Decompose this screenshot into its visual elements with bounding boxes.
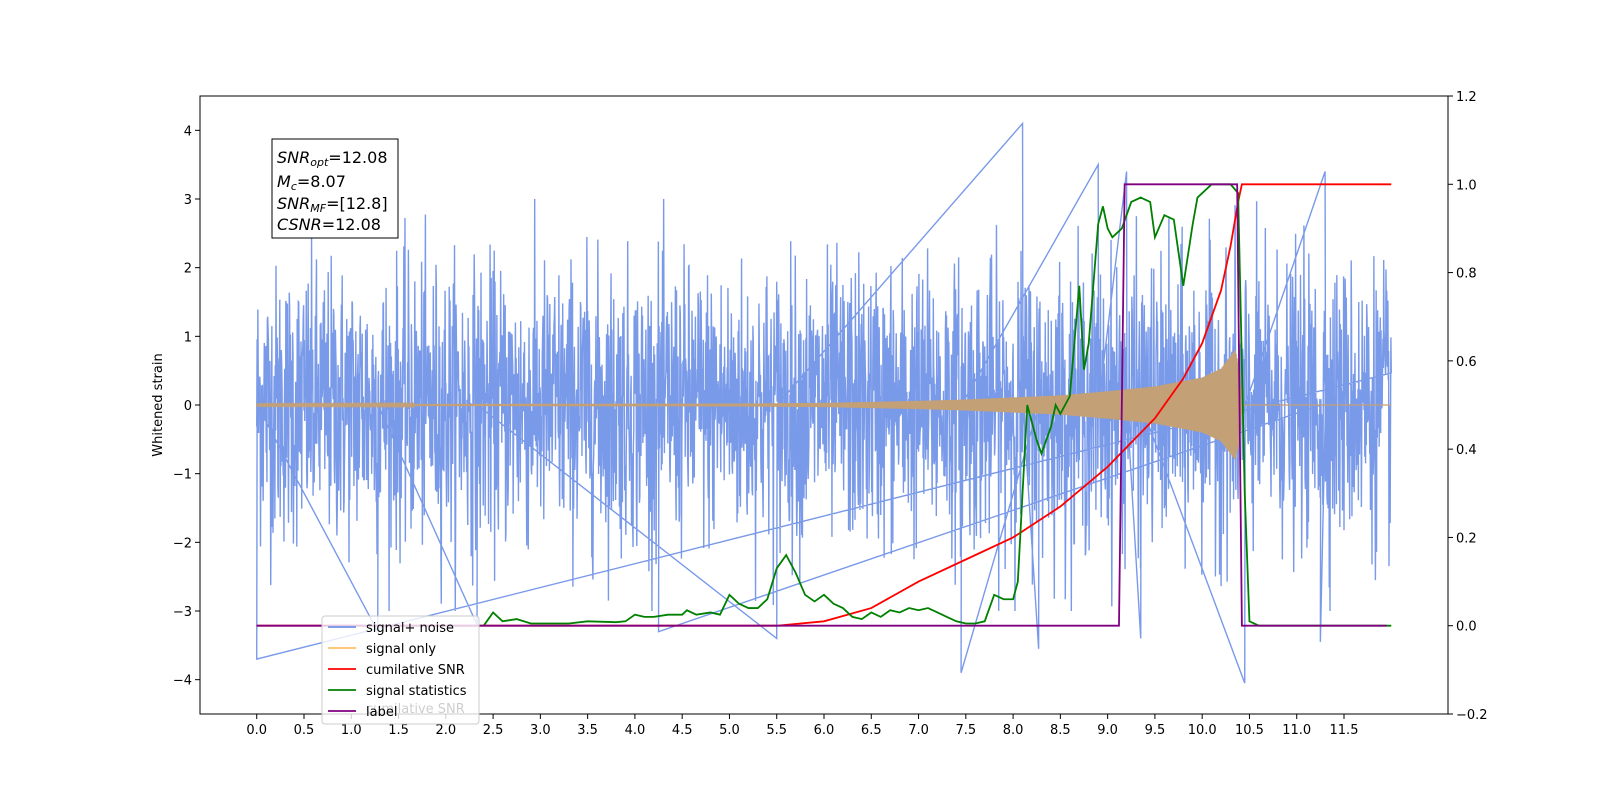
annotation-frame [271, 138, 399, 239]
x-tick-label: 11.5 [1330, 723, 1359, 738]
x-tick-label: 5.0 [719, 723, 740, 738]
annotation-snr-opt: SNRopt=12.08 [277, 148, 388, 169]
y-right-tick-label: −0.2 [1456, 708, 1488, 723]
x-tick-label: 6.5 [861, 723, 882, 738]
x-tick-label: 5.5 [766, 723, 787, 738]
x-tick-label: 1.0 [341, 723, 362, 738]
legend-label: cumilative SNR [366, 663, 465, 678]
legend-ghost-text: cumilative SNR [366, 702, 465, 717]
x-tick-label: 9.0 [1097, 723, 1118, 738]
x-tick-label: 6.0 [814, 723, 835, 738]
y-right-tick-label: 0.6 [1456, 355, 1477, 370]
x-tick-label: 2.0 [435, 723, 456, 738]
y-left-tick-label: 3 [184, 193, 192, 208]
y-right-tick-label: 0.4 [1456, 443, 1477, 458]
y-left-tick-label: 4 [184, 124, 192, 139]
x-tick-label: 10.0 [1188, 723, 1217, 738]
y-left-tick-label: −2 [173, 536, 192, 551]
y-axis-left-label: Whitened strain [151, 353, 166, 456]
x-tick-label: 2.5 [483, 723, 504, 738]
legend-frame [321, 615, 480, 725]
y-left-tick-label: −4 [173, 674, 192, 689]
y-left-tick-label: 2 [184, 262, 192, 277]
annotation-csnr: CSNR=12.08 [277, 215, 381, 234]
legend-label: signal only [366, 642, 436, 657]
y-right-tick-label: 1.2 [1456, 90, 1477, 105]
series-line-signal-only [256, 350, 1392, 460]
x-tick-label: 9.5 [1145, 723, 1166, 738]
x-tick-label: 1.5 [388, 723, 409, 738]
x-tick-label: 11.0 [1282, 723, 1311, 738]
y-right-tick-label: 1.0 [1456, 178, 1477, 193]
series-line-cumulative-snr [256, 183, 1392, 627]
x-tick-label: 0.0 [246, 723, 267, 738]
y-left-tick-label: −1 [173, 468, 192, 483]
axis-ticks: 0.0 0.5 1.0 1.5 2.0 2.5 3.0 3.5 4.0 4.5 5.0 5.5 6.0 6… [173, 90, 1488, 738]
x-tick-label: 3.5 [577, 723, 598, 738]
y-right-tick-label: 0.0 [1456, 620, 1477, 635]
legend-label: signal+ noise [366, 621, 454, 636]
x-tick-label: 4.0 [625, 723, 646, 738]
series-line-signal-statistics [482, 183, 1392, 627]
x-tick-label: 8.0 [1003, 723, 1024, 738]
x-tick-label: 0.5 [294, 723, 315, 738]
x-tick-label: 4.5 [672, 723, 693, 738]
legend-label: label [366, 705, 397, 720]
x-tick-label: 7.0 [908, 723, 929, 738]
annotation-chirp-mass: Mc=8.07 [277, 172, 346, 193]
legend: cumilative SNR signal+ noise signal only c… [321, 615, 480, 725]
series-line-label [256, 183, 1387, 627]
y-right-tick-label: 0.2 [1456, 531, 1477, 546]
y-left-tick-label: 1 [184, 330, 192, 345]
x-tick-label: 7.5 [955, 723, 976, 738]
y-left-tick-label: −3 [173, 605, 192, 620]
x-tick-label: 10.5 [1235, 723, 1264, 738]
legend-label: signal statistics [366, 684, 467, 699]
x-tick-label: 8.5 [1050, 723, 1071, 738]
x-tick-label: 3.0 [530, 723, 551, 738]
annotation-box: SNRopt=12.08 Mc=8.07 SNRMF=[12.8] CSNR=1… [271, 138, 399, 239]
annotation-snr-mf: SNRMF=[12.8] [277, 194, 388, 215]
y-right-tick-label: 0.8 [1456, 267, 1477, 282]
plot-area [256, 121, 1392, 684]
y-left-tick-label: 0 [184, 399, 192, 414]
